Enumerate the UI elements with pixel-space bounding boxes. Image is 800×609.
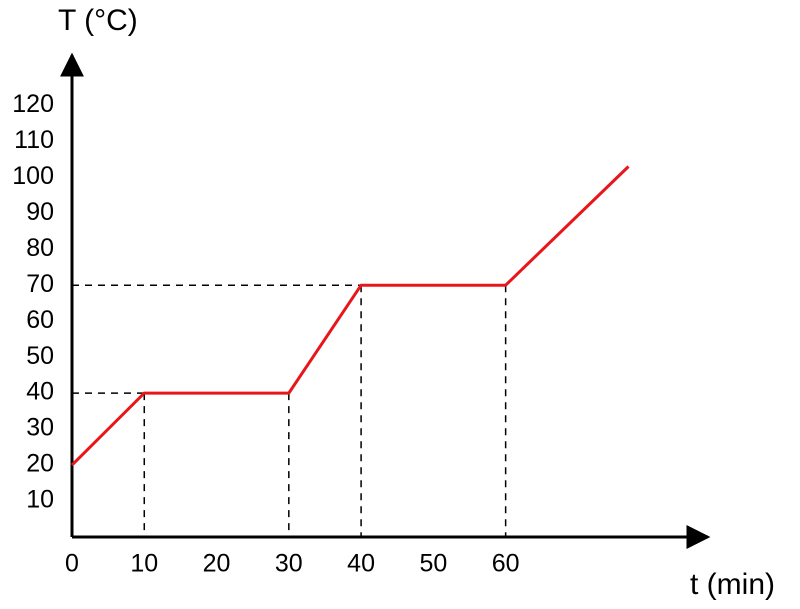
y-tick-label: 40 — [26, 378, 54, 406]
y-tick-label: 120 — [12, 90, 54, 118]
x-tick-label: 40 — [347, 550, 375, 578]
y-tick-label: 10 — [26, 486, 54, 514]
x-tick-label: 60 — [492, 550, 520, 578]
y-tick-label: 70 — [26, 270, 54, 298]
y-tick-label: 30 — [26, 414, 54, 442]
x-tick-label: 10 — [130, 550, 158, 578]
y-tick-label: 20 — [26, 450, 54, 478]
y-tick-label: 90 — [26, 198, 54, 226]
x-tick-label: 50 — [419, 550, 447, 578]
x-axis-title: t (min) — [690, 568, 775, 601]
x-tick-label: 30 — [275, 550, 303, 578]
y-tick-label: 50 — [26, 342, 54, 370]
y-tick-label: 60 — [26, 306, 54, 334]
x-tick-label: 20 — [203, 550, 231, 578]
data-line — [70, 165, 630, 467]
y-tick-label: 100 — [12, 162, 54, 190]
y-tick-label: 110 — [14, 126, 54, 154]
y-axis-title: T (°C) — [58, 4, 138, 37]
y-tick-label: 80 — [26, 234, 54, 262]
x-tick-label: 0 — [65, 550, 79, 578]
